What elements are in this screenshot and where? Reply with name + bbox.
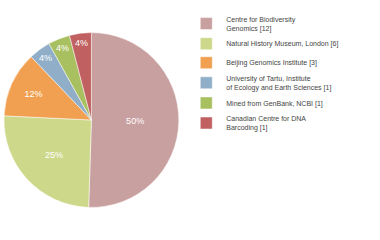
svg-text:12%: 12% <box>24 89 42 99</box>
svg-text:4%: 4% <box>56 43 69 53</box>
svg-text:4%: 4% <box>75 38 88 48</box>
svg-text:Canadian Centre for DNABarcodi: Canadian Centre for DNABarcoding [1] <box>226 115 306 132</box>
svg-text:25%: 25% <box>45 150 63 160</box>
svg-text:Beijing Genomics Institute [3]: Beijing Genomics Institute [3] <box>226 59 317 67</box>
svg-text:University of Tartu, Institute: University of Tartu, Instituteof Ecology… <box>226 75 331 92</box>
svg-text:50%: 50% <box>126 116 144 126</box>
svg-text:Mined from GenBank, NCBI [1]: Mined from GenBank, NCBI [1] <box>226 100 323 108</box>
svg-text:Centre for BiodiversityGenomic: Centre for BiodiversityGenomics [12] <box>226 16 295 33</box>
svg-text:4%: 4% <box>39 53 52 63</box>
svg-text:Natural History Museum, London: Natural History Museum, London [6] <box>226 40 338 48</box>
